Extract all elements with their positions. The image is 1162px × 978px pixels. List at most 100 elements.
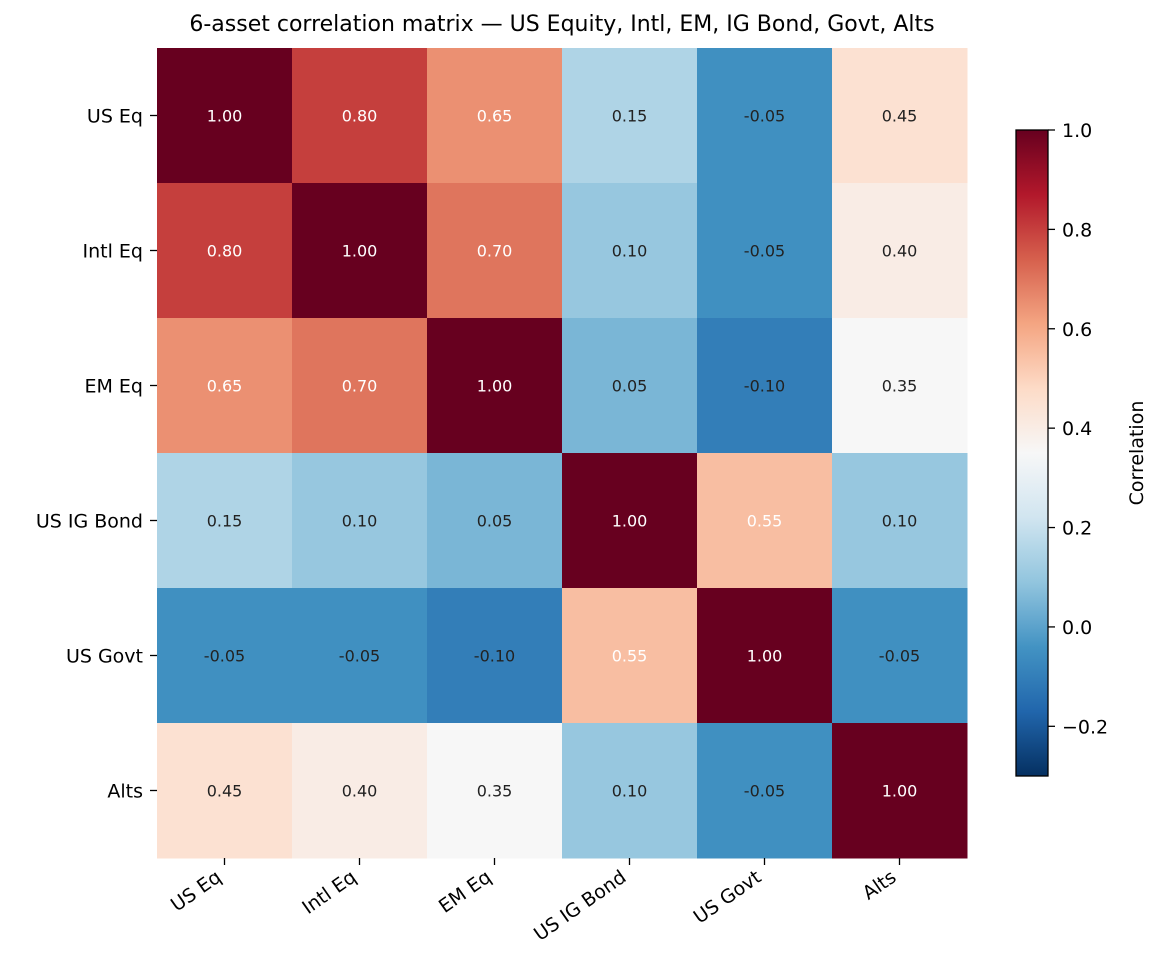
heatmap-cell [832, 183, 968, 319]
heatmap-cell [832, 588, 968, 724]
cell-value-label: 0.10 [612, 242, 648, 261]
heatmap-cell [697, 183, 833, 319]
cell-value-label: 0.15 [612, 107, 648, 126]
heatmap-cell [157, 183, 293, 319]
colorbar-tick-label: 0.0 [1062, 617, 1092, 639]
colorbar-tick-label: 0.4 [1062, 418, 1092, 440]
cell-value-label: -0.05 [339, 647, 380, 666]
cell-value-label: 0.65 [207, 377, 243, 396]
cell-value-label: 0.80 [207, 242, 243, 261]
cell-value-label: 0.65 [477, 107, 513, 126]
heatmap-cell [292, 588, 428, 724]
heatmap-cell [562, 453, 698, 589]
cell-value-label: 0.15 [207, 512, 243, 531]
heatmap-cell [427, 318, 563, 454]
y-tick-label: Intl Eq [83, 241, 143, 263]
cell-value-label: -0.05 [204, 647, 245, 666]
cell-value-labels: 1.00 0.80 0.65 0.15 -0.05 0.45 0.80 1.00 0.70 0.1… [204, 107, 920, 801]
x-tick-label: EM Eq [435, 866, 496, 918]
y-tick-label: US IG Bond [36, 511, 143, 533]
cell-value-label: -0.10 [474, 647, 515, 666]
heatmap-cell [157, 453, 293, 589]
heatmap-cell [697, 48, 833, 184]
cell-value-label: 0.70 [342, 377, 378, 396]
cell-value-label: 0.05 [612, 377, 648, 396]
cell-value-label: 0.55 [747, 512, 783, 531]
heatmap-cell [427, 183, 563, 319]
cell-value-label: 1.00 [612, 512, 648, 531]
heatmap-cell [697, 723, 833, 859]
y-tick-label: US Govt [66, 646, 143, 668]
x-tick-label: Alts [859, 866, 901, 904]
cell-value-label: 1.00 [342, 242, 378, 261]
y-tick-label: Alts [107, 781, 143, 803]
heatmap-cell [427, 588, 563, 724]
colorbar-tick-label: 0.8 [1062, 219, 1092, 241]
heatmap-cell [427, 48, 563, 184]
cell-value-label: 0.35 [477, 782, 513, 801]
x-tick-label: US Govt [690, 866, 766, 928]
cell-value-label: 0.05 [477, 512, 513, 531]
cell-value-label: 1.00 [207, 107, 243, 126]
colorbar-tick-label: 1.0 [1062, 120, 1092, 142]
heatmap-cell [697, 588, 833, 724]
x-tick-label: Intl Eq [298, 866, 360, 919]
x-tick-label: US Eq [167, 866, 226, 916]
heatmap-cell [562, 723, 698, 859]
heatmap-cell [292, 453, 428, 589]
colorbar: −0.2 0.0 0.2 0.4 0.6 0.8 1.0 Correlation [1015, 120, 1148, 777]
heatmap-cell [832, 48, 968, 184]
heatmap-cell [427, 723, 563, 859]
heatmap-cell [427, 453, 563, 589]
heatmap-cell [157, 48, 293, 184]
heatmap-cell [562, 48, 698, 184]
heatmap-cell [157, 723, 293, 859]
cell-value-label: 0.10 [882, 512, 918, 531]
heatmap-cells [157, 48, 968, 859]
cell-value-label: 0.10 [612, 782, 648, 801]
heatmap-cell [832, 318, 968, 454]
heatmap-cell [562, 588, 698, 724]
heatmap-cell [562, 318, 698, 454]
y-tick-label: US Eq [87, 106, 143, 128]
cell-value-label: -0.05 [744, 782, 785, 801]
cell-value-label: 0.70 [477, 242, 513, 261]
x-axis: US Eq Intl Eq EM Eq US IG Bond US Govt Alts [167, 858, 901, 946]
heatmap-cell [832, 723, 968, 859]
heatmap-cell [292, 183, 428, 319]
cell-value-label: -0.05 [744, 242, 785, 261]
colorbar-tick-label: −0.2 [1062, 716, 1108, 738]
cell-value-label: 0.40 [342, 782, 378, 801]
cell-value-label: 0.45 [882, 107, 918, 126]
cell-value-label: 0.80 [342, 107, 378, 126]
cell-value-label: 1.00 [882, 782, 918, 801]
y-axis: US Eq Intl Eq EM Eq US IG Bond US Govt Alts [36, 106, 157, 803]
colorbar-tick-label: 0.6 [1062, 319, 1092, 341]
cell-value-label: 0.55 [612, 647, 648, 666]
heatmap-cell [292, 723, 428, 859]
chart-title: 6-asset correlation matrix — US Equity, … [189, 12, 935, 37]
cell-value-label: 1.00 [477, 377, 513, 396]
x-tick-label: US IG Bond [530, 866, 630, 945]
cell-value-label: -0.05 [744, 107, 785, 126]
cell-value-label: 0.45 [207, 782, 243, 801]
heatmap-cell [292, 318, 428, 454]
heatmap-cell [832, 453, 968, 589]
cell-value-label: -0.05 [879, 647, 920, 666]
cell-value-label: 0.10 [342, 512, 378, 531]
heatmap-cell [157, 318, 293, 454]
y-tick-label: EM Eq [84, 376, 143, 398]
cell-value-label: 1.00 [747, 647, 783, 666]
heatmap-cell [292, 48, 428, 184]
heatmap-cell [697, 453, 833, 589]
heatmap-cell [157, 588, 293, 724]
heatmap-cell [562, 183, 698, 319]
cell-value-label: 0.35 [882, 377, 918, 396]
cell-value-label: 0.40 [882, 242, 918, 261]
colorbar-gradient [1015, 129, 1049, 777]
colorbar-label: Correlation [1126, 401, 1148, 506]
heatmap-cell [697, 318, 833, 454]
cell-value-label: -0.10 [744, 377, 785, 396]
colorbar-tick-label: 0.2 [1062, 518, 1092, 540]
